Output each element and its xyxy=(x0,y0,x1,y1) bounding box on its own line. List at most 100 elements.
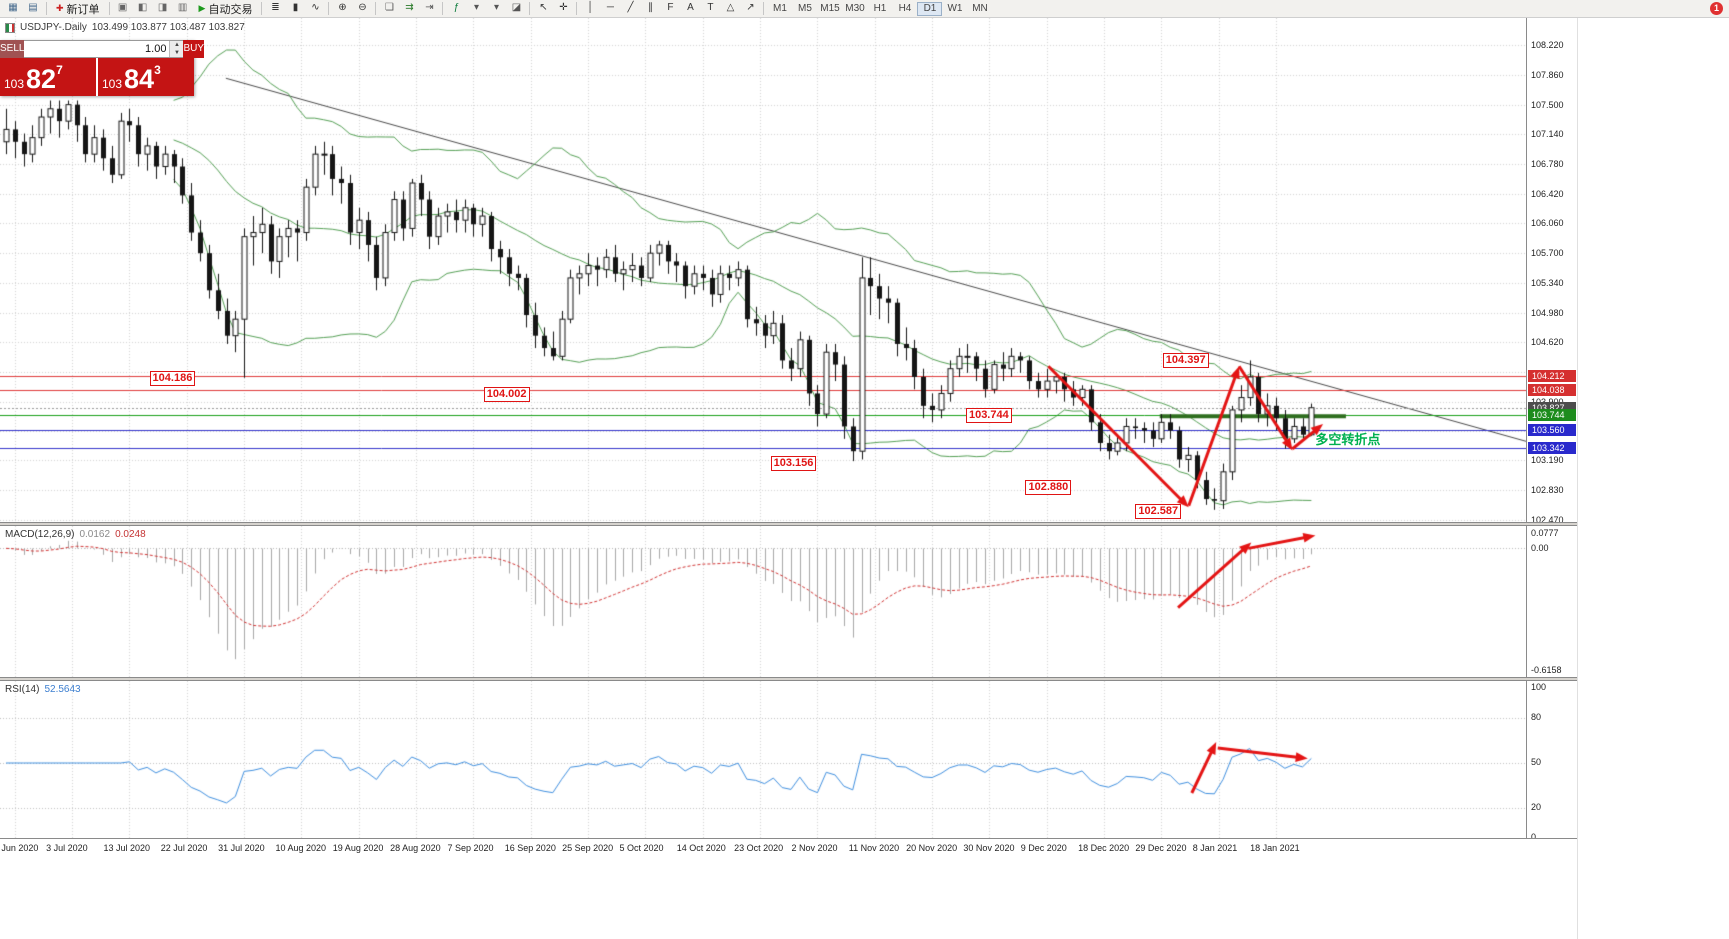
autotrading-icon: ▶ xyxy=(198,3,206,13)
buy-price-sup: 3 xyxy=(154,63,161,77)
terminal-button[interactable]: ▥ xyxy=(173,1,193,16)
timeframe-m5-button[interactable]: M5 xyxy=(798,2,812,14)
date-label: 2 Nov 2020 xyxy=(791,843,838,853)
date-label: 29 Dec 2020 xyxy=(1135,843,1187,853)
toolbar-separator xyxy=(375,2,377,15)
equidistant-channel-button[interactable]: ∥ xyxy=(640,1,660,16)
panel-divider-macd[interactable] xyxy=(0,522,1577,526)
timeframe-w1-button[interactable]: W1 xyxy=(947,2,963,14)
navigator-button[interactable]: ◨ xyxy=(153,1,173,16)
time-axis[interactable]: 24 Jun 2020 3 Jul 2020 13 Jul 2020 22 Jul 2… xyxy=(0,838,1577,858)
timeframes-dropdown-button[interactable]: ▾ xyxy=(486,1,506,16)
panel-divider-rsi[interactable] xyxy=(0,677,1577,681)
date-label: 13 Jul 2020 xyxy=(103,843,151,853)
rsi-panel-canvas[interactable] xyxy=(0,681,1526,838)
line-chart-icon: ∿ xyxy=(311,2,320,13)
timeframe-m1-button[interactable]: M1 xyxy=(773,2,787,14)
lot-size-input[interactable] xyxy=(24,41,170,57)
bar-chart-button[interactable]: ≣ xyxy=(265,1,285,16)
timeframe-m15-button[interactable]: M15 xyxy=(820,2,840,14)
date-label: 24 Jun 2020 xyxy=(0,843,39,853)
arrows-tool-icon: ↗ xyxy=(746,2,755,13)
candlestick-chart-button[interactable]: ▮ xyxy=(285,1,305,16)
sell-button[interactable]: 103 82 7 xyxy=(0,58,98,96)
horizontal-line-button[interactable]: ─ xyxy=(600,1,620,16)
macd-indicator-name: MACD(12,26,9) xyxy=(5,529,75,540)
date-label: 5 Oct 2020 xyxy=(619,843,664,853)
cursor-button[interactable]: ↖ xyxy=(533,1,553,16)
lot-increment-icon[interactable]: ▲ xyxy=(170,41,184,49)
axis-price-label: 20 xyxy=(1531,802,1542,812)
fibonacci-button[interactable]: F xyxy=(660,1,680,16)
timeframe-m30-button[interactable]: M30 xyxy=(845,2,865,14)
date-label: 25 Sep 2020 xyxy=(562,843,614,853)
timeframe-h4-button[interactable]: H4 xyxy=(898,2,912,14)
vertical-line-button[interactable]: │ xyxy=(580,1,600,16)
data-window-button[interactable]: ◧ xyxy=(133,1,153,16)
chart-symbol-period: USDJPY-.Daily xyxy=(20,22,87,33)
annotation-text[interactable]: 多空转折点 xyxy=(1315,432,1381,448)
lot-stepper[interactable]: ▲ ▼ xyxy=(169,41,184,57)
price-tag: 103.342 xyxy=(1528,441,1576,454)
shapes-button[interactable]: △ xyxy=(720,1,740,16)
date-label: 11 Nov 2020 xyxy=(848,843,900,853)
price-label-box[interactable]: 102.587 xyxy=(1135,503,1182,519)
timeframe-h1-button[interactable]: H1 xyxy=(873,2,887,14)
sell-price-sup: 7 xyxy=(56,63,63,77)
toolbar-separator xyxy=(529,2,531,15)
zoom-in-icon: ⊕ xyxy=(338,2,347,13)
timeframe-mn-button[interactable]: MN xyxy=(972,2,988,14)
crosshair-button[interactable]: ✛ xyxy=(553,1,573,16)
date-label: 18 Dec 2020 xyxy=(1078,843,1130,853)
indicators-button[interactable]: ƒ xyxy=(446,1,466,16)
price-label-box[interactable]: 104.186 xyxy=(149,370,196,386)
crosshair-icon: ✛ xyxy=(559,2,568,13)
toolbar-separator xyxy=(108,2,110,15)
chart-shift-button[interactable]: ⇥ xyxy=(419,1,439,16)
auto-scroll-button[interactable]: ⇉ xyxy=(399,1,419,16)
sell-tab[interactable]: SELL xyxy=(0,40,25,58)
tile-windows-button[interactable]: ❏ xyxy=(379,1,399,16)
buy-tab[interactable]: BUY xyxy=(183,40,205,58)
timeframe-d1-button[interactable]: D1 xyxy=(917,1,943,16)
indicators-dropdown-button[interactable]: ▾ xyxy=(466,1,486,16)
price-label-box[interactable]: 103.744 xyxy=(965,407,1012,423)
line-chart-button[interactable]: ∿ xyxy=(305,1,325,16)
axis-price-label: 104.620 xyxy=(1531,337,1564,348)
text-button[interactable]: A xyxy=(680,1,700,16)
new-order-button[interactable]: ✚ 新订单 xyxy=(50,1,106,16)
market-watch-button[interactable]: ▣ xyxy=(113,1,133,16)
axis-price-label: 107.860 xyxy=(1531,69,1564,80)
equidistant-channel-icon: ∥ xyxy=(647,2,653,13)
chart-profiles-button[interactable]: ▤ xyxy=(23,1,43,16)
price-label-box[interactable]: 102.880 xyxy=(1025,479,1072,495)
zoom-out-button[interactable]: ⊖ xyxy=(352,1,372,16)
axis-price-label: 103.190 xyxy=(1531,455,1564,466)
one-click-trading-widget: SELL ▲ ▼ BUY 103 82 7 103 84 3 xyxy=(0,40,205,96)
buy-price-big: 84 xyxy=(124,64,155,94)
price-label-box[interactable]: 103.156 xyxy=(770,455,817,471)
axis-price-label: 105.700 xyxy=(1531,248,1564,259)
price-chart-canvas[interactable] xyxy=(0,18,1526,523)
notification-badge[interactable]: 1 xyxy=(1710,2,1723,15)
chart-annotations-layer: 104.186 104.002 103.744 103.156 102.880 102.5… xyxy=(0,18,1526,523)
macd-panel-canvas[interactable] xyxy=(0,526,1526,677)
price-label-box[interactable]: 104.397 xyxy=(1162,352,1209,368)
arrows-tool-button[interactable]: ↗ xyxy=(740,1,760,16)
chart-title: USDJPY-.Daily 103.499 103.877 103.487 10… xyxy=(5,22,245,33)
new-chart-button[interactable]: ▦ xyxy=(3,1,23,16)
lot-decrement-icon[interactable]: ▼ xyxy=(170,49,184,57)
templates-button[interactable]: ◪ xyxy=(506,1,526,16)
chart-shift-icon: ⇥ xyxy=(425,2,434,13)
price-label-box[interactable]: 104.002 xyxy=(483,387,530,403)
trendline-button[interactable]: ╱ xyxy=(620,1,640,16)
zoom-in-button[interactable]: ⊕ xyxy=(332,1,352,16)
price-axis[interactable]: 108.220 107.860 107.500 107.140 106.780 106.4… xyxy=(1526,18,1577,842)
axis-price-label: 102.830 xyxy=(1531,484,1564,495)
autotrading-button[interactable]: ▶ 自动交易 xyxy=(193,1,259,16)
date-label: 23 Oct 2020 xyxy=(734,843,784,853)
text-label-button[interactable]: T xyxy=(700,1,720,16)
zoom-out-icon: ⊖ xyxy=(358,2,367,13)
buy-button[interactable]: 103 84 3 xyxy=(98,58,194,96)
axis-price-label: 106.060 xyxy=(1531,218,1564,229)
